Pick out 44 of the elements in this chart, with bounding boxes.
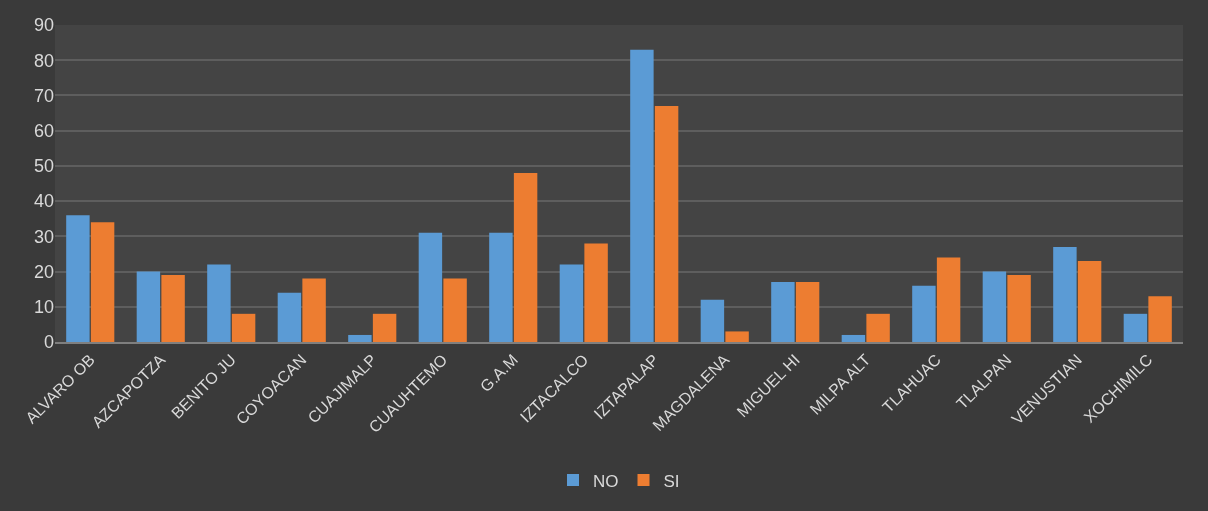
bar: [795, 282, 820, 342]
bar: [90, 222, 115, 342]
y-tick-label: 30: [33, 226, 54, 247]
bar: [372, 313, 397, 342]
bar: [513, 172, 538, 342]
bar: [231, 313, 256, 342]
bar: [418, 232, 443, 342]
y-tick-label: 20: [33, 261, 54, 282]
bar: [936, 257, 961, 342]
y-tick-label: 10: [33, 297, 54, 318]
bar: [161, 275, 185, 342]
bar: [348, 334, 372, 342]
bar: [1077, 260, 1102, 342]
bar: [866, 313, 890, 342]
bar: [584, 243, 608, 342]
legend-label: SI: [663, 471, 680, 491]
y-tick-label: 0: [43, 332, 54, 353]
bar: [1007, 275, 1031, 342]
bar: [443, 278, 467, 342]
bar: [771, 282, 795, 342]
y-tick-label: 40: [33, 191, 54, 212]
bar: [207, 264, 231, 342]
bar: [841, 334, 866, 342]
bar: [630, 49, 654, 342]
bar: [1148, 296, 1172, 342]
bar: [700, 299, 725, 342]
y-tick-label: 70: [33, 85, 54, 106]
bar: [302, 278, 326, 342]
y-tick-label: 90: [33, 15, 54, 36]
y-tick-label: 80: [33, 50, 54, 71]
y-tick-label: 50: [33, 156, 54, 177]
bar: [489, 232, 513, 342]
bar: [1123, 313, 1148, 342]
bar: [66, 215, 90, 342]
bar: [559, 264, 584, 342]
bar: [725, 331, 749, 342]
bar: [654, 106, 679, 342]
bar: [982, 271, 1007, 342]
bar: [912, 285, 936, 342]
y-tick-label: 60: [33, 120, 54, 141]
legend-label: NO: [593, 471, 619, 491]
bar: [1053, 246, 1077, 342]
bar: [277, 292, 302, 342]
bar: [136, 271, 161, 342]
